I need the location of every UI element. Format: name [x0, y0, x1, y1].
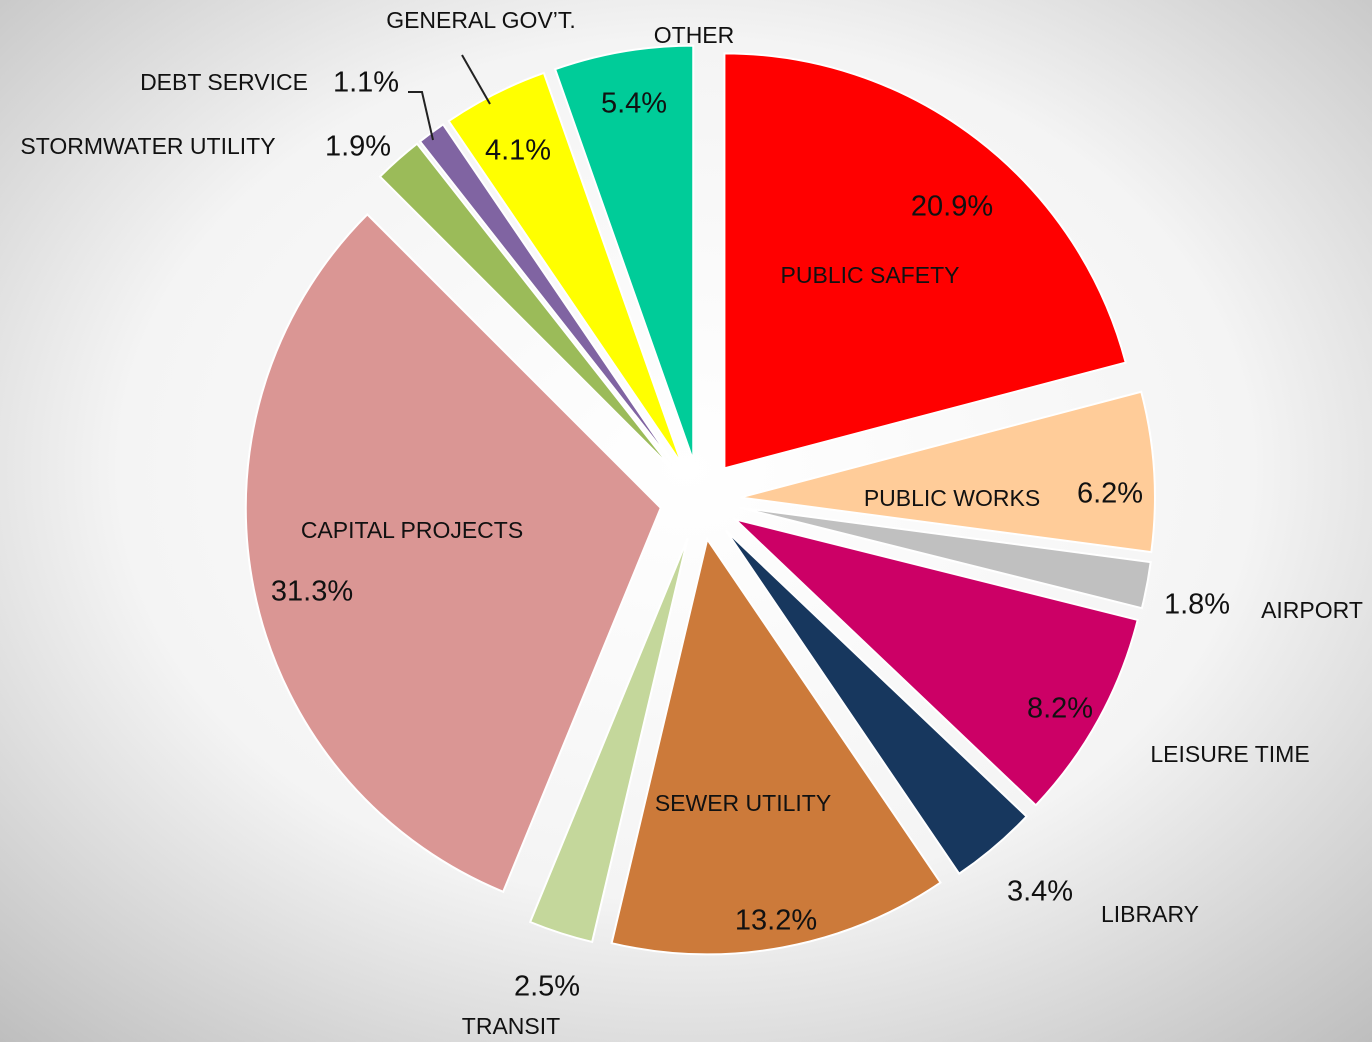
pie-slice	[731, 517, 1139, 807]
pie-slice	[378, 142, 675, 471]
slice-value-label: 1.9%	[325, 131, 391, 163]
slice-value-label: 6.2%	[1077, 478, 1143, 510]
pie-slice	[447, 71, 683, 465]
slice-name: AIRPORT	[1261, 597, 1363, 623]
slice-value-label: 3.4%	[1007, 876, 1073, 908]
slice-value-label: 13.2%	[735, 905, 817, 937]
slice-name: LIBRARY	[1101, 901, 1199, 927]
pie-slice	[244, 213, 662, 894]
pie-slice	[739, 506, 1152, 610]
slice-name: GENERAL GOV’T.	[386, 7, 576, 33]
pie-slice	[528, 537, 689, 944]
slice-value-label: 31.3%	[271, 576, 353, 608]
pie	[244, 44, 1156, 956]
pie-slice	[739, 390, 1156, 554]
slice-value-label: 8.2%	[1027, 693, 1093, 725]
leader-line	[461, 54, 491, 105]
slice-name: STORMWATER UTILITY	[20, 133, 275, 159]
slice-value-label: 20.9%	[911, 191, 993, 223]
slice-value-label: 5.4%	[601, 88, 667, 120]
slice-name: LEISURE TIME	[1150, 741, 1309, 767]
pie-slice	[553, 44, 695, 461]
slice-value-label: 2.5%	[514, 971, 580, 1003]
pie-slice	[723, 52, 1127, 470]
slice-name: OTHER	[654, 22, 735, 48]
pie-slice	[725, 529, 1029, 876]
slice-name: SEWER UTILITY	[655, 790, 831, 816]
slice-name: TRANSIT	[462, 1013, 560, 1039]
slice-value-label: 4.1%	[485, 135, 551, 167]
slice-name: CAPITAL PROJECTS	[301, 517, 523, 543]
leader-line	[408, 91, 434, 141]
slice-value-label: 1.8%	[1164, 589, 1230, 621]
pie-slice	[610, 536, 942, 956]
slice-value-label: 1.1%	[333, 67, 399, 99]
slice-name: DEBT SERVICE	[140, 69, 308, 95]
slice-name: PUBLIC WORKS	[864, 485, 1040, 511]
slice-name: PUBLIC SAFETY	[781, 262, 960, 288]
